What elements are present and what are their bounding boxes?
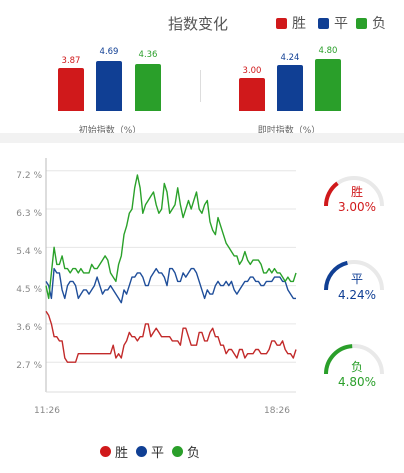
gauge-label-loss: 负 bbox=[350, 360, 363, 374]
gauge-value-loss: 4.80% bbox=[337, 375, 377, 389]
legend-item-win[interactable]: 胜 bbox=[276, 13, 306, 33]
bar-initial-win bbox=[58, 68, 84, 111]
bar-initial-loss bbox=[135, 64, 161, 111]
y-tick-label: 5.4 % bbox=[16, 247, 42, 257]
bar-group-caption-initial: 初始指数（%） bbox=[78, 126, 142, 136]
bar-live-draw bbox=[277, 65, 303, 111]
bar-value-live-win: 3.00 bbox=[242, 66, 262, 76]
bottom-legend-item-win[interactable]: 胜 bbox=[100, 442, 128, 461]
y-tick-label: 6.3 % bbox=[16, 209, 42, 219]
legend-swatch-draw bbox=[318, 17, 329, 29]
gauge-arc-draw bbox=[324, 260, 348, 291]
series-line-loss bbox=[45, 174, 297, 300]
legend-swatch-win bbox=[276, 17, 287, 29]
bar-live-win bbox=[239, 78, 265, 111]
bottom-legend-label-draw: 平 bbox=[151, 446, 165, 461]
legend-dot-win bbox=[100, 446, 111, 457]
legend-dot-loss bbox=[172, 446, 184, 457]
gauge-label-win: 胜 bbox=[350, 185, 363, 199]
legend-item-draw[interactable]: 平 bbox=[318, 13, 348, 33]
y-tick-label: 7.2 % bbox=[16, 171, 42, 181]
bottom-legend-label-loss: 负 bbox=[187, 446, 201, 461]
bar-value-initial-win: 3.87 bbox=[61, 56, 81, 66]
bottom-legend: 胜 平 负 bbox=[100, 442, 208, 461]
x-tick-label-start: 11:26 bbox=[34, 406, 60, 416]
bar-group-caption-live: 即时指数（%） bbox=[257, 126, 321, 136]
bar-value-live-draw: 4.24 bbox=[280, 53, 300, 63]
gauge-arc-loss bbox=[324, 344, 353, 375]
legend-dot-draw bbox=[136, 446, 148, 457]
legend-item-loss[interactable]: 负 bbox=[356, 13, 386, 33]
bar-value-initial-draw: 4.69 bbox=[99, 47, 119, 57]
section-separator bbox=[0, 133, 404, 143]
series-line-draw bbox=[45, 267, 296, 304]
gauge-arc-win bbox=[323, 181, 339, 207]
gauge-draw bbox=[324, 260, 384, 291]
bar-live-loss bbox=[315, 59, 341, 111]
bar-value-live-loss: 4.80 bbox=[318, 46, 338, 56]
gauge-win bbox=[323, 176, 384, 207]
y-tick-label: 2.7 % bbox=[16, 361, 42, 371]
chart-title: 指数变化 bbox=[168, 15, 229, 33]
gauge-value-draw: 4.24% bbox=[337, 288, 377, 302]
y-tick-label: 4.5 % bbox=[16, 285, 42, 295]
bar-value-initial-loss: 4.36 bbox=[138, 50, 158, 60]
bottom-legend-item-loss[interactable]: 负 bbox=[172, 442, 200, 461]
legend-label-loss: 负 bbox=[372, 16, 386, 32]
x-tick-label-end: 18:26 bbox=[264, 406, 290, 416]
y-tick-label: 3.6 % bbox=[16, 323, 42, 333]
legend-swatch-loss bbox=[356, 17, 367, 29]
bar-initial-draw bbox=[96, 61, 122, 111]
legend-label-win: 胜 bbox=[292, 16, 306, 32]
bottom-legend-item-draw[interactable]: 平 bbox=[136, 442, 164, 461]
series-line-win bbox=[45, 310, 297, 363]
gauge-loss bbox=[324, 344, 384, 375]
legend-label-draw: 平 bbox=[334, 16, 348, 32]
bottom-legend-label-win: 胜 bbox=[115, 446, 129, 461]
gauge-value-win: 3.00% bbox=[337, 200, 377, 214]
bar-group-divider bbox=[200, 70, 201, 102]
gauge-label-draw: 平 bbox=[350, 272, 363, 286]
